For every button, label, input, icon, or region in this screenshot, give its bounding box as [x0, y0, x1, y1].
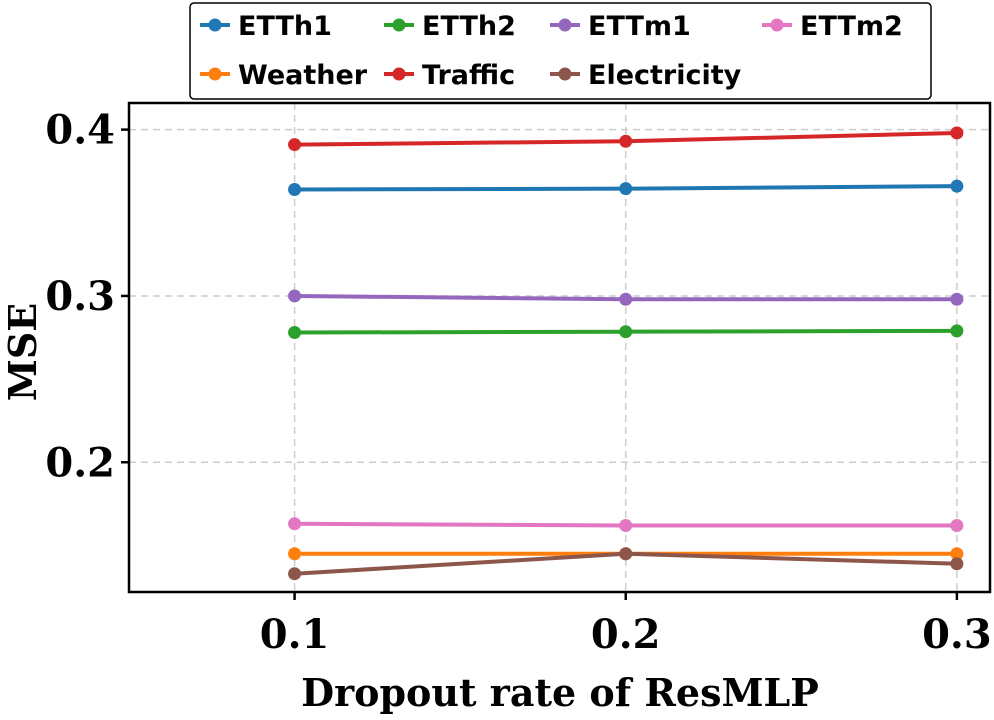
data-point-traffic [619, 134, 633, 148]
x-tick-label: 0.3 [922, 611, 992, 658]
data-point-traffic [288, 138, 302, 152]
data-point-weather [288, 547, 302, 561]
data-point-ettm2 [950, 518, 964, 532]
data-point-ettm1 [619, 292, 633, 306]
data-point-electricity [288, 567, 302, 581]
legend-label: ETTh1 [238, 11, 332, 42]
data-point-etth2 [619, 325, 633, 339]
data-point-etth1 [950, 179, 964, 193]
legend-marker [770, 18, 784, 32]
legend-label: Electricity [588, 60, 742, 91]
data-point-etth1 [288, 182, 302, 196]
series-etth2 [288, 324, 964, 340]
data-point-electricity [619, 547, 633, 561]
legend-item-ettm2: ETTm2 [762, 11, 903, 42]
series-ettm1 [288, 289, 964, 306]
x-axis-label: Dropout rate of ResMLP [301, 670, 819, 715]
axis-ticks: 0.1 0.2 0.3 0.2 0.3 0.4 [45, 107, 991, 658]
data-point-electricity [950, 557, 964, 571]
x-tick-label: 0.2 [591, 611, 661, 658]
legend-item-electricity: Electricity [550, 60, 742, 91]
legend-box [189, 2, 932, 100]
series-traffic [288, 126, 964, 152]
legend-marker [392, 18, 406, 32]
legend-marker [558, 67, 572, 81]
grid [129, 103, 990, 592]
x-tick-label: 0.1 [260, 611, 330, 658]
legend-marker [208, 18, 222, 32]
plot-frame [127, 101, 992, 594]
legend-label: Traffic [422, 60, 515, 91]
legend: ETTh1 ETTh2 ETTm1 ETTm2 Weather Traffic Electr… [189, 2, 932, 100]
series-etth1 [288, 179, 964, 196]
series-electricity [288, 547, 964, 581]
data-point-ettm1 [288, 289, 302, 303]
data-point-traffic [950, 126, 964, 140]
legend-item-weather: Weather [200, 60, 368, 91]
data-point-ettm2 [288, 517, 302, 531]
legend-marker [392, 67, 406, 81]
y-tick-label: 0.2 [45, 439, 115, 486]
legend-item-ettm1: ETTm1 [550, 11, 691, 42]
legend-item-etth1: ETTh1 [200, 11, 332, 42]
legend-marker [558, 18, 572, 32]
data-point-ettm2 [619, 518, 633, 532]
y-tick-label: 0.3 [45, 273, 115, 320]
legend-marker [208, 67, 222, 81]
legend-label: ETTm2 [800, 11, 903, 42]
data-point-ettm1 [950, 292, 964, 306]
legend-item-traffic: Traffic [384, 60, 515, 91]
data-point-etth2 [950, 324, 964, 338]
data-point-etth1 [619, 182, 633, 196]
y-axis-label: MSE [0, 303, 45, 401]
y-tick-label: 0.4 [45, 107, 115, 154]
legend-label: ETTh2 [422, 11, 516, 42]
data-point-weather [950, 547, 964, 561]
series-ettm2 [288, 517, 964, 532]
legend-item-etth2: ETTh2 [384, 11, 516, 42]
data-point-etth2 [288, 326, 302, 340]
series-layer [288, 126, 964, 581]
legend-label: ETTm1 [588, 11, 691, 42]
legend-label: Weather [238, 60, 368, 91]
